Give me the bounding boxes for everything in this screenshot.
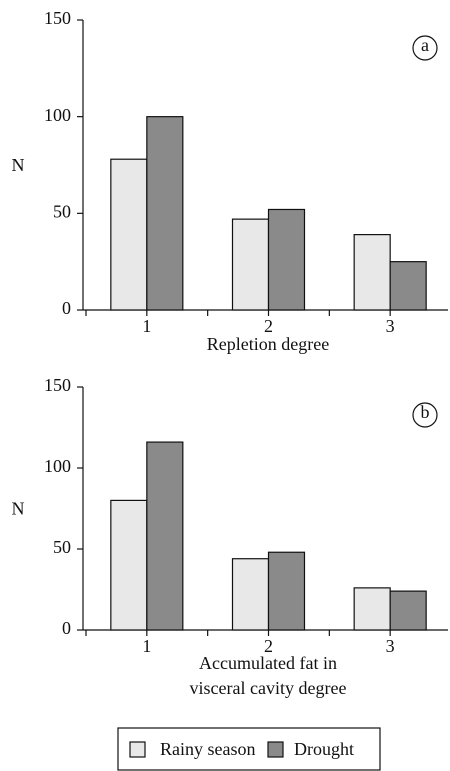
bar <box>110 499 148 631</box>
y-tick-label: 0 <box>62 298 71 318</box>
y-tick-label: 50 <box>53 537 71 557</box>
bar <box>267 551 306 631</box>
x-axis-label: Accumulated fat in <box>199 653 337 673</box>
annotation-circle <box>412 35 438 61</box>
y-tick-label: 150 <box>44 8 71 28</box>
bar <box>267 208 306 311</box>
legend-swatch <box>267 741 284 758</box>
bar <box>146 441 184 631</box>
bar <box>389 261 427 311</box>
y-tick-label: 100 <box>44 456 71 476</box>
bar <box>353 234 391 311</box>
x-tick-label: 1 <box>142 636 151 656</box>
bar <box>146 116 184 311</box>
annotation: a <box>421 35 429 55</box>
x-tick-label: 3 <box>386 316 395 336</box>
x-tick-label: 1 <box>142 316 151 336</box>
x-axis-label: Repletion degree <box>207 334 329 354</box>
annotation: b <box>421 402 430 422</box>
y-tick-label: 0 <box>62 618 71 638</box>
legend-label: Drought <box>294 739 354 759</box>
legend-label: Rainy season <box>160 739 255 759</box>
y-tick-label: 150 <box>44 375 71 395</box>
x-tick-label: 2 <box>264 316 273 336</box>
y-axis-label: N <box>12 499 25 519</box>
bar <box>231 558 270 631</box>
bar <box>353 587 391 631</box>
bar <box>389 590 427 631</box>
x-tick-label: 2 <box>264 636 273 656</box>
legend-box <box>117 727 381 771</box>
y-tick-label: 100 <box>44 105 71 125</box>
bar <box>231 218 270 311</box>
bar <box>110 158 148 311</box>
x-axis-label: visceral cavity degree <box>190 678 347 698</box>
y-tick-label: 50 <box>53 201 71 221</box>
x-tick-label: 3 <box>386 636 395 656</box>
y-axis-label: N <box>12 155 25 175</box>
legend-swatch <box>129 741 146 758</box>
annotation-circle <box>412 402 438 428</box>
